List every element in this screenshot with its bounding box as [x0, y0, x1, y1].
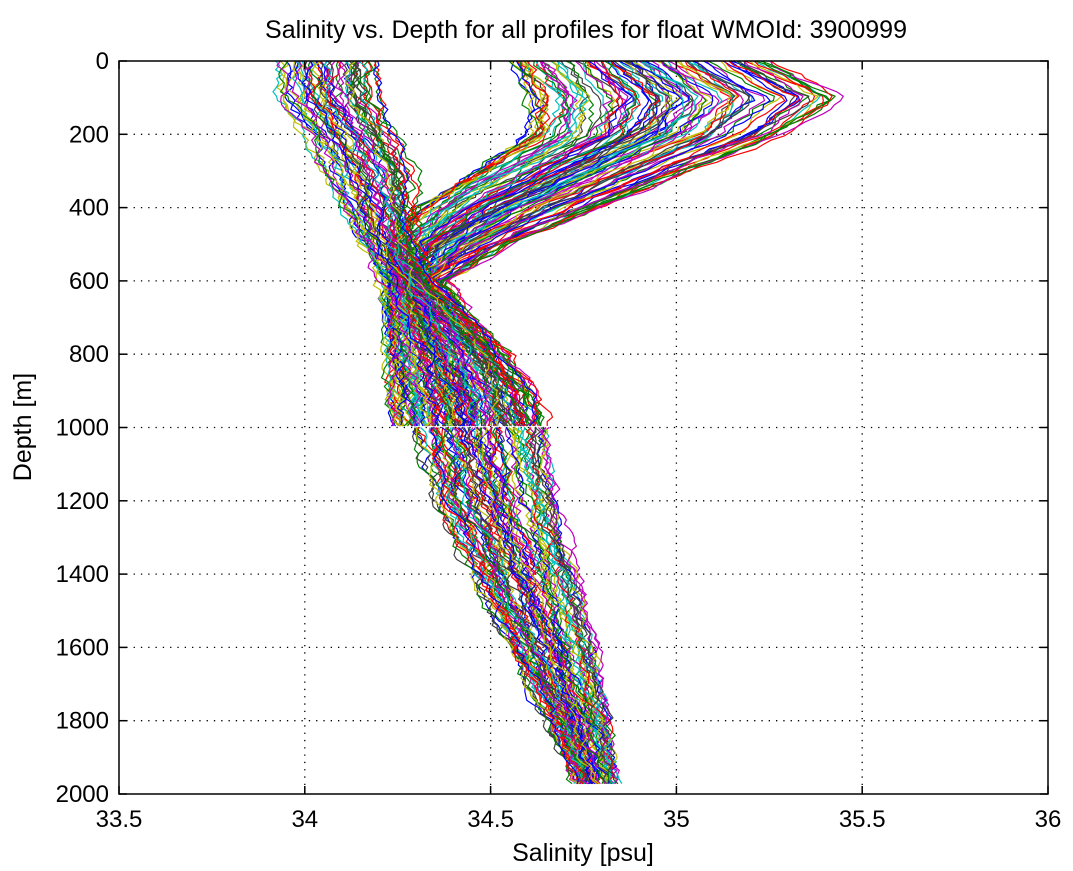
salinity-profile-line	[430, 61, 732, 427]
salinity-profile-line	[381, 61, 537, 427]
salinity-profile-line	[317, 61, 466, 427]
salinity-profile-line	[440, 61, 836, 427]
salinity-profile-line	[481, 427, 597, 785]
salinity-profile-line	[280, 61, 402, 427]
salinity-profile-line	[463, 427, 590, 785]
salinity-profile-line	[409, 61, 671, 427]
y-tick-label: 1600	[56, 634, 109, 661]
x-tick-label: 36	[1035, 806, 1062, 833]
salinity-profile-line	[461, 427, 593, 785]
salinity-profile-line	[530, 427, 616, 785]
salinity-profile-line	[520, 427, 614, 785]
salinity-profile-line	[297, 61, 432, 427]
salinity-profile-line	[400, 61, 641, 427]
salinity-profile-line	[326, 61, 476, 427]
salinity-profile-line	[430, 427, 585, 784]
y-tick-label: 800	[69, 341, 109, 368]
salinity-profile-line	[426, 61, 766, 427]
salinity-profile-line	[492, 427, 613, 785]
salinity-profile-line	[363, 61, 532, 427]
x-tick-label: 35	[663, 806, 690, 833]
salinity-profile-line	[276, 61, 401, 427]
y-tick-label: 400	[69, 195, 109, 222]
salinity-profile-line	[301, 61, 440, 427]
salinity-profile-line	[463, 427, 593, 784]
salinity-profile-line	[540, 427, 619, 784]
y-tick-label: 1400	[56, 561, 109, 588]
salinity-profile-line	[451, 427, 589, 785]
y-tick-label: 600	[69, 268, 109, 295]
salinity-profile-line	[373, 61, 539, 427]
y-tick-label: 1800	[56, 708, 109, 735]
salinity-profile-line	[430, 427, 580, 784]
salinity-profile-line	[505, 427, 611, 784]
x-tick-label: 34	[291, 806, 318, 833]
axis-ticks	[118, 60, 1049, 795]
salinity-profile-line	[308, 61, 454, 427]
profile-lines	[272, 61, 844, 785]
salinity-profile-line	[307, 61, 453, 427]
salinity-profile-line	[405, 61, 640, 427]
y-tick-label: 200	[69, 121, 109, 148]
salinity-profile-line	[479, 427, 593, 784]
salinity-profile-line	[440, 61, 811, 427]
salinity-profile-line	[359, 61, 529, 427]
salinity-profile-line	[512, 427, 613, 784]
y-tick-label: 1200	[56, 488, 109, 515]
y-axis-label: Depth [m]	[9, 373, 37, 481]
salinity-profile-line	[323, 61, 480, 427]
salinity-profile-line	[400, 61, 629, 427]
x-tick-labels: 33.5 34 34.5 35 35.5 36	[96, 806, 1062, 833]
y-tick-label: 1000	[56, 415, 109, 442]
chart-title: Salinity vs. Depth for all profiles for …	[265, 16, 907, 44]
y-tick-label: 2000	[56, 781, 109, 808]
salinity-profile-line	[413, 427, 573, 785]
salinity-profile-line	[402, 61, 633, 427]
y-tick-labels: 0 200 400 600 800 1000 1200 1400 1600 1800 2000	[56, 48, 109, 808]
salinity-profile-line	[408, 61, 660, 426]
salinity-profile-line	[353, 61, 523, 427]
y-tick-label: 0	[96, 48, 109, 75]
salinity-profile-line	[417, 61, 707, 427]
salinity-profile-line	[487, 427, 601, 784]
salinity-profile-line	[451, 427, 585, 784]
salinity-profile-line	[278, 61, 418, 427]
salinity-profile-line	[344, 61, 501, 427]
salinity-profile-line	[485, 427, 601, 785]
x-tick-label: 33.5	[96, 806, 143, 833]
x-axis-label: Salinity [psu]	[512, 839, 654, 867]
salinity-profile-line	[344, 61, 501, 427]
salinity-profile-line	[295, 61, 419, 427]
salinity-profile-line	[423, 61, 704, 427]
x-tick-label: 35.5	[839, 806, 886, 833]
x-tick-label: 34.5	[467, 806, 514, 833]
salinity-profile-line	[439, 61, 830, 427]
salinity-profile-line	[335, 61, 490, 426]
salinity-profile-line	[425, 61, 753, 427]
grid-lines	[119, 61, 1048, 794]
salinity-profile-line	[529, 427, 619, 785]
salinity-profile-line	[541, 427, 620, 785]
